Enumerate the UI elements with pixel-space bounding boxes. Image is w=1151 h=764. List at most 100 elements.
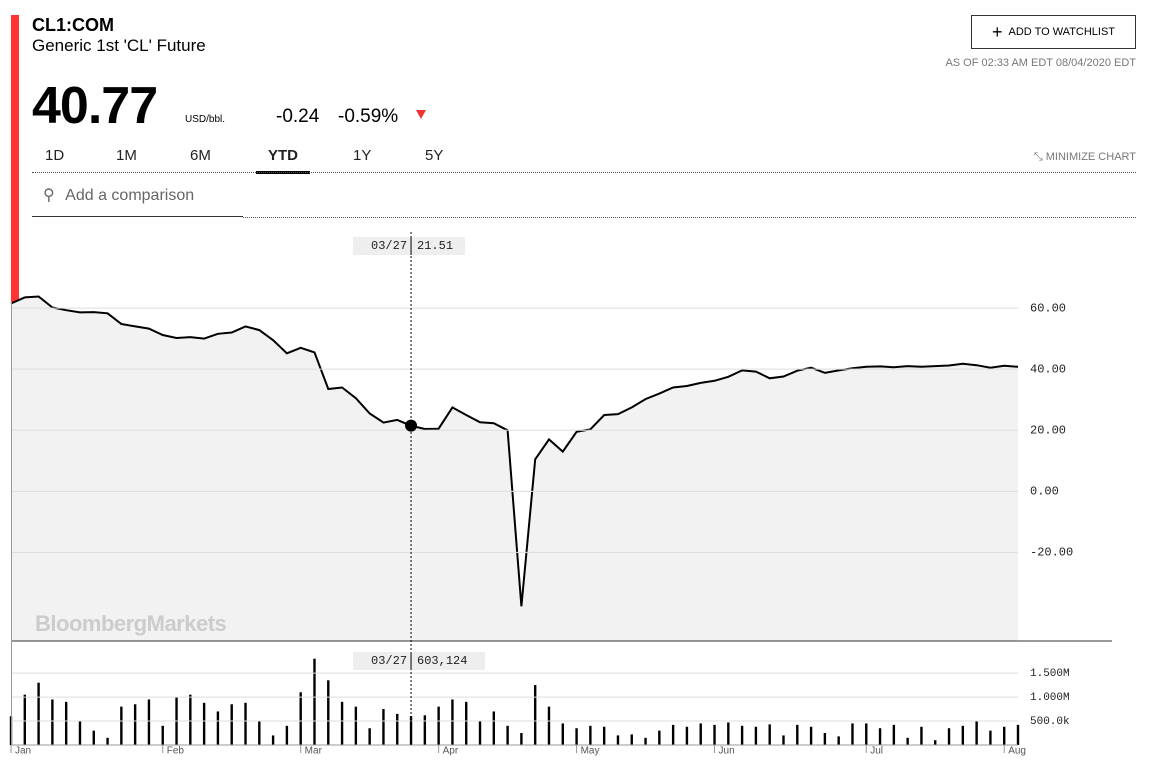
volume-bar xyxy=(699,723,702,745)
volume-bar xyxy=(713,724,716,745)
x-tick-label: Jul xyxy=(870,746,883,757)
volume-bar xyxy=(823,733,827,745)
volume-bar xyxy=(78,721,82,745)
volume-bar xyxy=(837,736,840,745)
down-arrow xyxy=(416,110,426,119)
volume-bar xyxy=(961,725,965,745)
range-tab[interactable]: 6M xyxy=(190,147,211,164)
change-pct: -0.59% xyxy=(338,106,399,127)
volume-bar xyxy=(975,721,978,745)
y-tick-label: 60.00 xyxy=(1030,301,1066,315)
volume-bar xyxy=(492,711,496,745)
crosshair-date: 03/27 xyxy=(371,654,407,668)
volume-bar xyxy=(396,713,399,745)
minimize-chart[interactable]: ⤡ MINIMIZE CHART xyxy=(1033,151,1136,163)
crosshair-value: 21.51 xyxy=(417,239,453,253)
watermark: BloombergMarkets xyxy=(35,611,227,636)
volume-bar xyxy=(616,735,620,745)
volume-bar xyxy=(230,704,233,745)
crosshair-box xyxy=(353,652,486,670)
volume-bar xyxy=(630,734,633,745)
volume-bar xyxy=(561,723,564,745)
volume-bar xyxy=(865,723,868,745)
volume-bar xyxy=(437,706,440,745)
crosshair-date: 03/27 xyxy=(371,239,407,253)
x-tick-label: Jan xyxy=(15,746,31,757)
volume-bar xyxy=(685,726,689,745)
x-tick-label: May xyxy=(581,746,600,757)
volume-bar xyxy=(271,735,275,745)
volume-bar xyxy=(520,733,523,745)
volume-bar xyxy=(575,728,578,745)
divider xyxy=(243,217,1136,218)
x-tick-label: Jun xyxy=(719,746,735,757)
y-tick-label: 0.00 xyxy=(1030,485,1059,499)
volume-bar xyxy=(147,699,151,745)
volume-bar xyxy=(51,699,54,745)
x-tick-label: Feb xyxy=(167,746,185,757)
volume-bar xyxy=(423,715,427,745)
volume-bar xyxy=(506,725,509,745)
volume-bar xyxy=(189,694,192,745)
input-underline xyxy=(32,216,243,217)
volume-bar xyxy=(92,730,95,745)
watchlist-button[interactable]: + ADD TO WATCHLIST xyxy=(971,15,1136,49)
range-tab[interactable]: 1D xyxy=(45,147,65,164)
y-tick-label: 40.00 xyxy=(1030,362,1066,376)
unit: USD/bbl. xyxy=(185,114,226,125)
comparison-input[interactable]: ⚲ Add a comparison xyxy=(43,187,195,204)
x-tick-label: Aug xyxy=(1008,746,1026,757)
volume-bar xyxy=(120,706,123,745)
volume-bar xyxy=(644,737,647,745)
volume-bar xyxy=(547,706,551,745)
volume-bar xyxy=(354,706,358,745)
y-tick-label: 500.0k xyxy=(1030,716,1070,728)
volume-bar xyxy=(368,728,371,745)
minimize-label: MINIMIZE CHART xyxy=(1045,151,1136,163)
range-tab[interactable]: 5Y xyxy=(425,147,444,164)
crosshair-dot xyxy=(405,419,418,432)
volume-bar xyxy=(989,730,992,745)
range-tab[interactable]: 1M xyxy=(116,147,137,164)
price-area xyxy=(11,296,1018,641)
volume-bar xyxy=(658,730,661,745)
watchlist-label: ADD TO WATCHLIST xyxy=(1008,26,1116,38)
volume-bar xyxy=(285,725,289,745)
x-tick-label: Mar xyxy=(305,746,323,757)
volume-bar xyxy=(589,725,592,745)
volume-bar xyxy=(327,680,330,745)
crosshair-value: 603,124 xyxy=(417,654,467,668)
volume-bar xyxy=(382,709,385,745)
volume-bar xyxy=(892,724,896,745)
volume-bar xyxy=(451,699,454,745)
volume-bar xyxy=(23,694,26,745)
x-tick-label: Apr xyxy=(443,746,459,757)
crosshair-box xyxy=(353,237,466,255)
volume-bar xyxy=(465,701,468,745)
volume-bar xyxy=(258,721,261,745)
volume-bar xyxy=(740,725,744,745)
volume-bar xyxy=(878,728,882,745)
volume-bar xyxy=(340,701,344,745)
volume-bar xyxy=(64,701,68,745)
comparison-placeholder: Add a comparison xyxy=(65,187,195,204)
volume-bar xyxy=(934,740,937,745)
symbol: CL1:COM xyxy=(32,15,114,35)
volume-bar xyxy=(202,702,206,745)
volume-bar xyxy=(37,682,40,745)
y-tick-label: 1.000M xyxy=(1030,692,1070,704)
volume-bar xyxy=(768,724,771,745)
volume-bar xyxy=(602,726,606,745)
security-name: Generic 1st 'CL' Future xyxy=(32,36,206,55)
volume-bar xyxy=(906,737,909,745)
range-tab[interactable]: 1Y xyxy=(353,147,372,164)
divider xyxy=(32,172,1136,173)
volume-bar xyxy=(809,726,813,745)
volume-bar xyxy=(313,658,316,745)
accent-bar xyxy=(11,15,19,302)
volume-bar xyxy=(1016,724,1020,745)
y-tick-label: 1.500M xyxy=(1030,668,1070,680)
volume-bar xyxy=(727,722,730,745)
